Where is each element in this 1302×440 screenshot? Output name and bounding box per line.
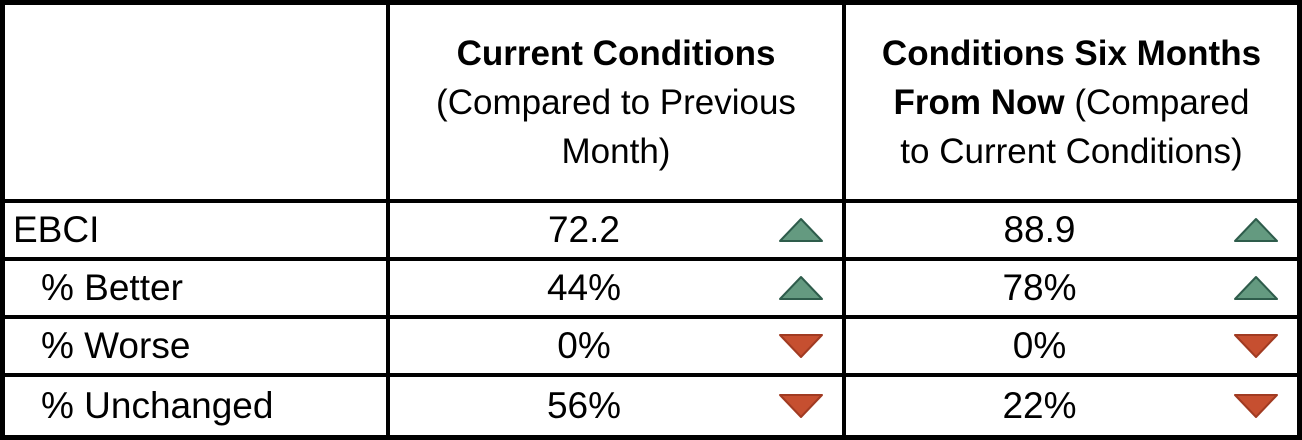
header-current-title-line: Current Conditions bbox=[390, 29, 842, 78]
ebci-current-cell: 72.2 bbox=[390, 203, 846, 261]
header-six-months-title-line1: Conditions Six Months bbox=[846, 29, 1297, 78]
percent-unchanged-current-cell: 56% bbox=[390, 377, 846, 435]
header-current-conditions: Current Conditions (Compared to Previous… bbox=[390, 5, 846, 203]
percent-better-current-value: 44% bbox=[546, 267, 622, 308]
percent-unchanged-current-value: 56% bbox=[546, 385, 622, 426]
row-label-percent-better: % Better bbox=[5, 261, 390, 319]
header-current-subtitle-line2: Month) bbox=[561, 131, 671, 171]
trend-arrow-icon bbox=[778, 217, 842, 243]
down-arrow-icon bbox=[1234, 394, 1278, 418]
header-six-months-subtitle-line2: to Current Conditions) bbox=[900, 131, 1243, 171]
up-arrow-icon bbox=[779, 218, 823, 242]
percent-worse-current-value: 0% bbox=[557, 325, 611, 366]
header-six-months-title-part1: Conditions Six Months bbox=[881, 33, 1262, 73]
ebci-current-value: 72.2 bbox=[547, 209, 620, 250]
up-arrow-icon bbox=[1234, 218, 1278, 242]
percent-better-six-months-cell: 78% bbox=[846, 261, 1297, 319]
header-six-months-title-line2: From Now (Compared bbox=[846, 78, 1297, 127]
percent-better-current-cell: 44% bbox=[390, 261, 846, 319]
header-current-title: Current Conditions bbox=[456, 33, 776, 73]
percent-worse-six-months-value: 0% bbox=[1012, 325, 1067, 366]
trend-arrow-icon bbox=[778, 333, 842, 359]
down-arrow-icon bbox=[1234, 334, 1278, 358]
row-label-percent-unchanged: % Unchanged bbox=[5, 377, 390, 435]
trend-arrow-icon bbox=[1233, 275, 1297, 301]
trend-arrow-icon bbox=[778, 393, 842, 419]
ebci-six-months-value: 88.9 bbox=[1003, 209, 1076, 250]
trend-arrow-icon bbox=[1233, 217, 1297, 243]
header-six-months-subtitle-part1: (Compared bbox=[1064, 82, 1250, 122]
down-arrow-icon bbox=[779, 334, 823, 358]
row-label-ebci: EBCI bbox=[5, 203, 390, 261]
header-current-subtitle-line1: (Compared to Previous bbox=[436, 82, 796, 122]
trend-arrow-icon bbox=[778, 275, 842, 301]
percent-worse-current-cell: 0% bbox=[390, 319, 846, 377]
trend-arrow-icon bbox=[1233, 333, 1297, 359]
percent-better-six-months-value: 78% bbox=[1002, 267, 1077, 308]
percent-unchanged-six-months-cell: 22% bbox=[846, 377, 1297, 435]
percent-worse-six-months-cell: 0% bbox=[846, 319, 1297, 377]
up-arrow-icon bbox=[779, 276, 823, 300]
trend-arrow-icon bbox=[1233, 393, 1297, 419]
up-arrow-icon bbox=[1234, 276, 1278, 300]
header-six-months: Conditions Six Months From Now (Compared… bbox=[846, 5, 1297, 203]
header-empty-cell bbox=[5, 5, 390, 203]
percent-unchanged-six-months-value: 22% bbox=[1002, 385, 1077, 426]
down-arrow-icon bbox=[779, 394, 823, 418]
header-six-months-title-part2: From Now bbox=[893, 82, 1065, 122]
row-label-percent-worse: % Worse bbox=[5, 319, 390, 377]
ebci-six-months-cell: 88.9 bbox=[846, 203, 1297, 261]
